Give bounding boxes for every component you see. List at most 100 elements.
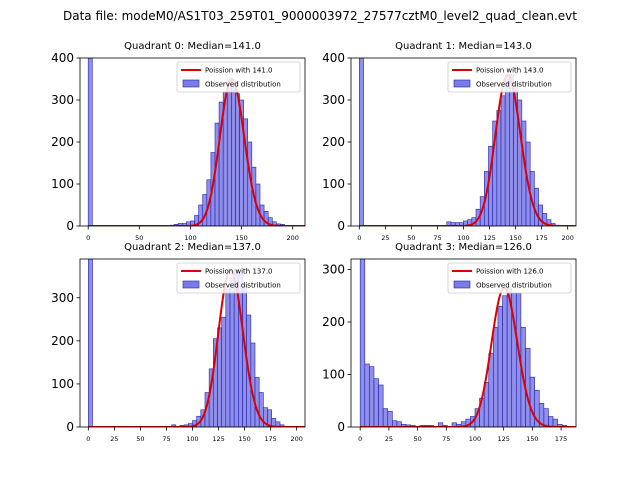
- y-tick-label: 300: [322, 93, 345, 107]
- x-tick-label: 50: [407, 234, 415, 242]
- x-tick-label: 75: [433, 234, 441, 242]
- y-tick-label: 400: [51, 51, 74, 65]
- histogram-bar: [369, 366, 375, 427]
- legend-bar-swatch: [182, 280, 200, 289]
- legend-box: [447, 61, 572, 93]
- histogram-bar: [509, 74, 514, 226]
- legend-observed-label: Observed distribution: [476, 282, 552, 290]
- x-tick-label: 0: [86, 234, 90, 242]
- plot-area: [87, 58, 305, 226]
- histogram-bar: [87, 58, 93, 226]
- legend-bar-swatch: [182, 79, 200, 88]
- legend-poisson-label: Poission with 141.0: [205, 67, 273, 75]
- histogram-bar: [171, 424, 177, 427]
- legend-observed-label: Observed distribution: [205, 81, 281, 89]
- histogram-bar: [552, 418, 558, 427]
- plot-area: [359, 259, 576, 427]
- legend: Poission with 137.0 Observed distribution: [176, 262, 301, 294]
- x-tick-label: 125: [483, 234, 495, 242]
- x-tick-label: 200: [287, 234, 299, 242]
- histogram-bar: [235, 93, 240, 226]
- y-tick-label: 100: [322, 368, 345, 382]
- histogram-bar: [373, 378, 379, 427]
- x-tick-label: 25: [381, 234, 389, 242]
- y-tick-label: 200: [51, 334, 74, 348]
- x-tick-label: 100: [184, 234, 196, 242]
- histogram-bar: [493, 326, 499, 427]
- histogram-bar: [226, 78, 232, 226]
- y-tick-label: 300: [322, 263, 345, 277]
- x-tick-label: 175: [535, 234, 547, 242]
- y-tick-label: 300: [51, 93, 74, 107]
- x-tick-label: 75: [162, 435, 170, 443]
- histogram-bar: [502, 295, 508, 427]
- legend: Poission with 141.0 Observed distribution: [176, 61, 301, 93]
- x-tick-label: 75: [442, 435, 450, 443]
- y-tick-label: 100: [51, 377, 74, 391]
- x-tick-label: 100: [469, 435, 481, 443]
- histogram-bar: [500, 95, 506, 226]
- poisson-curve: [360, 286, 576, 427]
- legend-poisson-label: Poission with 143.0: [476, 67, 544, 75]
- histogram-bar: [229, 278, 235, 427]
- histogram-bar: [221, 316, 227, 427]
- y-tick-label: 200: [322, 315, 345, 329]
- chart-panel-0: Quadrant 0: Median=141.0 0 100 200 300 400 0 50…: [51, 41, 306, 242]
- histogram-bar: [225, 288, 231, 427]
- histogram-bar: [548, 416, 554, 427]
- x-tick-label: 0: [357, 234, 361, 242]
- legend-box: [176, 262, 301, 294]
- histogram-bar: [387, 410, 393, 427]
- legend-observed-label: Observed distribution: [476, 81, 552, 89]
- y-tick-label: 400: [322, 51, 345, 65]
- histogram-bar: [231, 80, 236, 226]
- legend-bar-swatch: [453, 79, 471, 88]
- histogram-bar: [382, 408, 389, 427]
- x-tick-label: 100: [186, 435, 198, 443]
- histogram-bar: [359, 259, 366, 427]
- chart-panel-1: Quadrant 1: Median=143.0 0 100 200 300 400 0 25…: [322, 41, 577, 242]
- y-tick-label: 0: [66, 219, 74, 233]
- chart-panel-3: Quadrant 3: Median=126.0 0 100 200 300 0 25 50 7…: [322, 242, 577, 443]
- x-tick-label: 125: [497, 435, 509, 443]
- panel-title: Quadrant 3: Median=126.0: [395, 242, 532, 253]
- histogram-bar: [364, 363, 370, 427]
- legend: Poission with 126.0 Observed distribution: [447, 262, 572, 294]
- legend-box: [447, 262, 572, 294]
- legend-observed-label: Observed distribution: [205, 282, 281, 290]
- x-tick-label: 0: [86, 435, 90, 443]
- panel-title: Quadrant 0: Median=141.0: [124, 41, 261, 52]
- y-tick-label: 200: [51, 135, 74, 149]
- x-tick-label: 50: [413, 435, 421, 443]
- histogram-bar: [538, 204, 543, 226]
- histogram-bar: [275, 421, 281, 427]
- legend-poisson-label: Poission with 137.0: [205, 268, 273, 276]
- x-tick-label: 150: [526, 435, 538, 443]
- poisson-curve: [359, 73, 576, 226]
- panel-title: Quadrant 1: Median=143.0: [395, 41, 532, 52]
- y-tick-label: 100: [322, 177, 345, 191]
- histogram-bar: [496, 110, 502, 226]
- legend-poisson-label: Poission with 126.0: [476, 268, 544, 276]
- x-tick-label: 175: [555, 435, 567, 443]
- legend: Poission with 143.0 Observed distribution: [447, 61, 572, 93]
- histogram-bar: [359, 58, 364, 226]
- x-tick-label: 200: [561, 234, 573, 242]
- x-tick-label: 150: [509, 234, 521, 242]
- histogram-bar: [88, 259, 93, 427]
- poisson-curve: [88, 78, 305, 226]
- y-tick-label: 100: [51, 177, 74, 191]
- histogram-bar: [488, 353, 494, 427]
- histogram-bar: [497, 305, 503, 427]
- x-tick-label: 0: [358, 435, 362, 443]
- x-tick-label: 150: [238, 435, 250, 443]
- legend-bar-swatch: [453, 280, 471, 289]
- x-tick-label: 175: [264, 435, 276, 443]
- y-tick-label: 0: [66, 420, 74, 434]
- poisson-curve: [88, 268, 305, 427]
- histogram-bar: [543, 408, 549, 427]
- x-tick-label: 200: [290, 435, 302, 443]
- plot-area: [359, 58, 576, 226]
- figure-title: Data file: modeM0/AS1T03_259T01_90000039…: [63, 9, 577, 23]
